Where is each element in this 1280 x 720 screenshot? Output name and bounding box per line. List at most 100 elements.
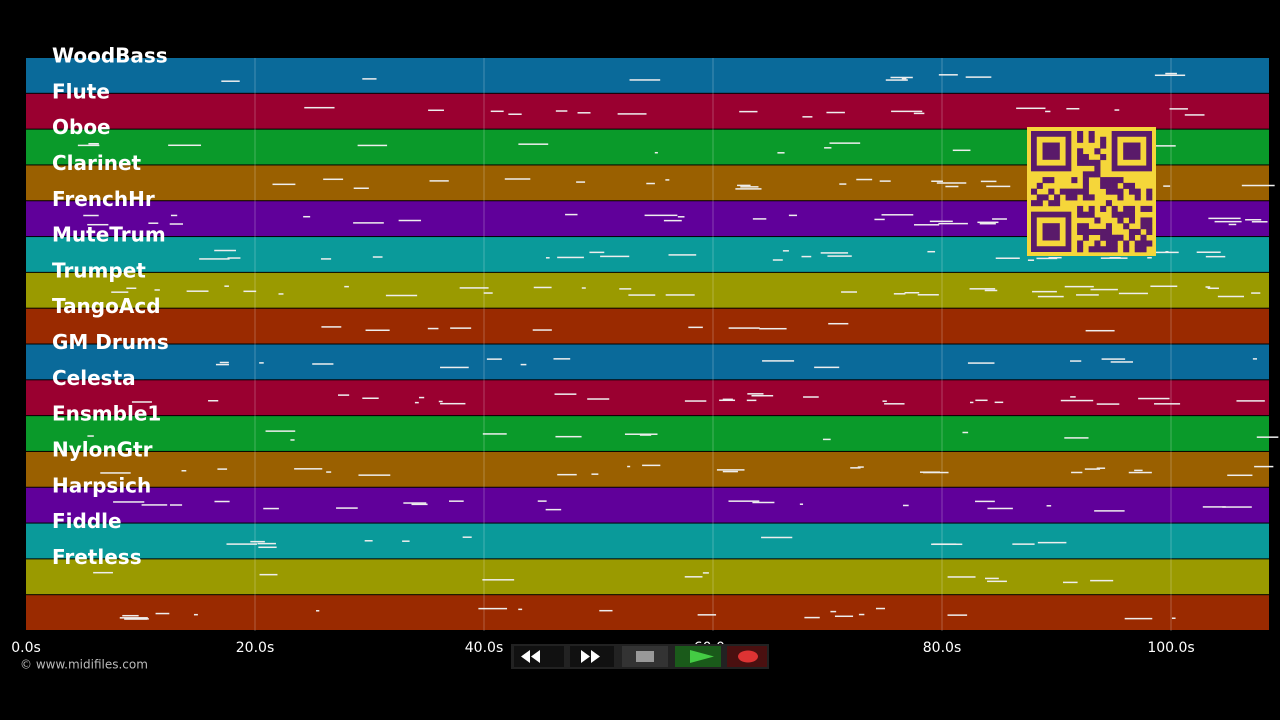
qr-module	[1134, 194, 1141, 201]
qr-module	[1031, 200, 1038, 207]
qr-module	[1105, 177, 1112, 184]
note	[1184, 114, 1205, 116]
qr-module	[1128, 228, 1136, 236]
stop-button[interactable]	[622, 646, 668, 667]
qr-module	[1071, 188, 1078, 195]
qr-module	[1146, 228, 1153, 236]
note	[537, 500, 547, 502]
qr-module	[1134, 240, 1141, 247]
note	[221, 80, 240, 82]
note	[1100, 257, 1128, 259]
track-name: Oboe	[52, 115, 111, 139]
note	[1236, 400, 1265, 402]
qr-module	[1128, 188, 1136, 195]
note	[927, 250, 936, 253]
qr-module	[1054, 194, 1061, 201]
note	[1165, 72, 1177, 75]
note	[557, 473, 577, 476]
qr-module	[1042, 177, 1049, 184]
note	[1110, 361, 1133, 363]
note	[77, 144, 100, 147]
note	[995, 257, 1020, 259]
note	[312, 363, 334, 365]
qr-module	[1077, 136, 1084, 143]
note	[243, 290, 257, 293]
note	[227, 257, 241, 259]
record-button[interactable]	[727, 646, 767, 667]
note	[486, 358, 502, 360]
qr-module	[1140, 223, 1147, 230]
note	[440, 402, 466, 405]
note	[1101, 358, 1126, 360]
note	[1245, 219, 1262, 221]
note	[628, 294, 656, 296]
note	[357, 144, 388, 147]
note	[904, 291, 920, 294]
note	[272, 183, 296, 186]
qr-module	[1082, 234, 1089, 241]
qr-module	[1077, 159, 1084, 166]
note	[919, 471, 941, 473]
note	[358, 474, 391, 476]
note	[893, 293, 906, 295]
qr-module	[1105, 200, 1112, 207]
track-band	[26, 451, 1269, 487]
note	[624, 433, 658, 435]
forward-button[interactable]	[570, 646, 614, 667]
note	[665, 294, 695, 296]
qr-module	[1146, 188, 1153, 195]
note	[428, 109, 444, 112]
note	[1205, 255, 1226, 258]
qr-module	[1077, 154, 1084, 161]
note	[1085, 329, 1115, 332]
qr-module	[1105, 223, 1112, 230]
note	[459, 287, 489, 289]
note	[1217, 295, 1244, 298]
note	[93, 571, 113, 574]
note	[170, 214, 178, 217]
note	[553, 358, 571, 360]
note	[321, 326, 342, 328]
note	[986, 185, 1011, 188]
note	[385, 294, 418, 297]
play-button[interactable]	[675, 646, 721, 667]
note	[1090, 288, 1118, 291]
note	[829, 142, 861, 144]
qr-modules	[1031, 131, 1153, 253]
qr-module	[1088, 205, 1095, 212]
rewind-button[interactable]	[514, 646, 564, 667]
note	[1096, 467, 1106, 469]
note	[1222, 506, 1252, 508]
note	[722, 470, 738, 473]
note	[874, 218, 885, 221]
qr-module	[1059, 188, 1066, 195]
qr-module	[1128, 217, 1136, 224]
note	[828, 322, 849, 325]
note	[882, 400, 887, 402]
note	[841, 291, 858, 293]
qr-module	[1094, 217, 1101, 224]
note	[482, 579, 515, 581]
note	[1094, 510, 1125, 512]
qr-finder-dot	[1042, 142, 1060, 160]
track-name: Trumpet	[52, 258, 146, 282]
note	[587, 398, 610, 400]
qr-finder-dot	[1123, 142, 1141, 160]
note	[788, 214, 798, 217]
qr-module	[1048, 200, 1055, 207]
note	[677, 216, 685, 218]
note	[87, 223, 109, 226]
note	[1205, 286, 1211, 288]
note	[1037, 541, 1067, 544]
time-tick-label: 40.0s	[465, 640, 503, 656]
qr-module	[1088, 228, 1095, 236]
track-name: TangoAcd	[52, 294, 161, 318]
note	[483, 292, 493, 294]
note	[931, 543, 963, 546]
note	[1012, 543, 1035, 545]
note	[545, 508, 562, 511]
note	[782, 250, 789, 252]
note	[1037, 295, 1064, 298]
note	[290, 439, 295, 441]
qr-module	[1088, 171, 1095, 178]
